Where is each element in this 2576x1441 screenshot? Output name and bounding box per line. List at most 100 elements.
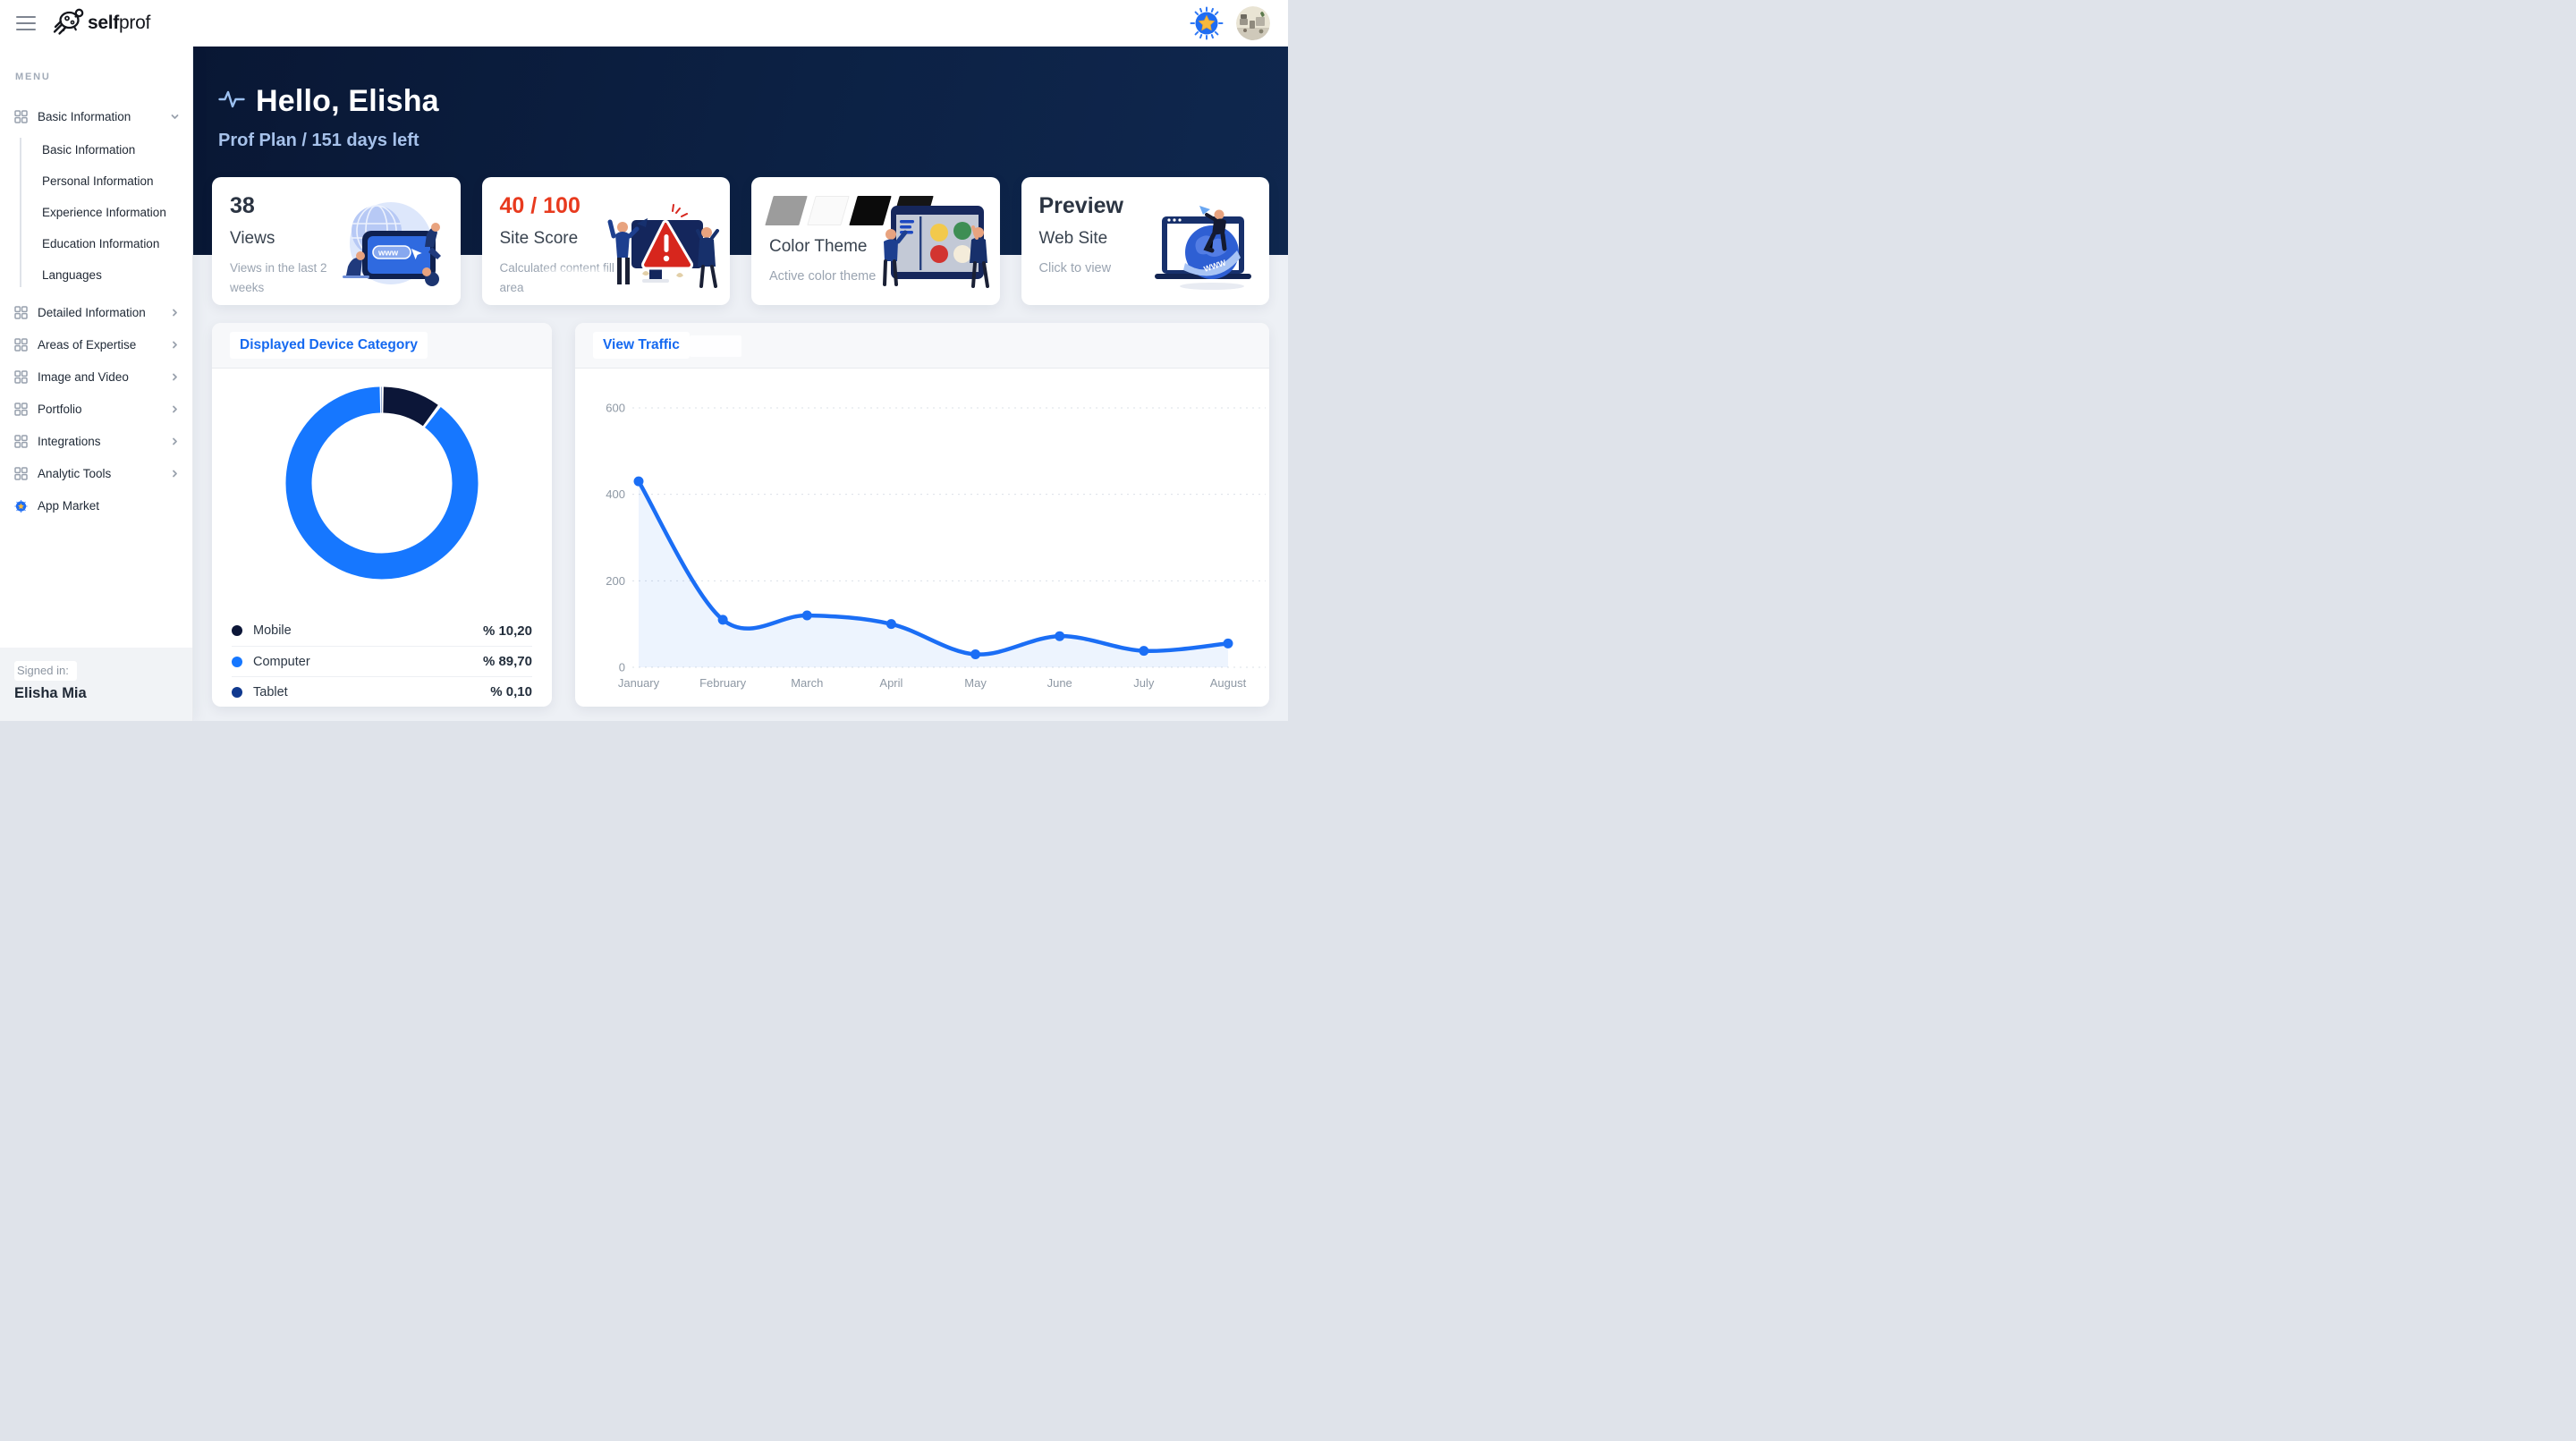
color-theme-card: Color Theme Active color theme	[751, 177, 1000, 305]
grid-icon	[14, 109, 28, 123]
sidebar-subitem-education-information[interactable]: Education Information	[42, 237, 160, 250]
device-category-title: Displayed Device Category	[230, 332, 428, 359]
chevron-right-icon	[170, 340, 180, 350]
sidebar-item-label: Image and Video	[38, 369, 129, 384]
sidebar-item-portfolio[interactable]: Portfolio	[0, 393, 192, 425]
sidebar-item-label: Portfolio	[38, 402, 82, 416]
site-score-title: Site Score	[499, 229, 579, 248]
color-theme-illustration	[860, 197, 996, 297]
user-avatar[interactable]	[1236, 6, 1270, 40]
views-title: Views	[230, 229, 275, 248]
svg-text:www: www	[377, 249, 399, 259]
sidebar-item-basic-information[interactable]: Basic Information	[0, 100, 192, 132]
charts-row: Displayed Device Category Mobile % 10,20…	[212, 323, 1269, 707]
preview-website-card[interactable]: Preview Web Site Click to view WWW	[1021, 177, 1269, 305]
chevron-right-icon	[170, 404, 180, 414]
svg-text:200: 200	[606, 574, 625, 588]
sidebar-subitem-languages[interactable]: Languages	[42, 268, 102, 282]
site-score-card: 40 / 100 Site Score Calculated content f…	[481, 177, 730, 305]
legend-row-computer: Computer % 89,70	[232, 646, 532, 676]
view-traffic-body: 0 200 400 600 January February March April May Ju…	[575, 369, 1269, 707]
grid-icon	[14, 369, 28, 384]
sidebar-item-label: Basic Information	[38, 109, 131, 123]
star-badge-icon	[14, 499, 28, 513]
grid-icon	[14, 305, 28, 319]
computer-dot-icon	[232, 656, 242, 667]
device-category-panel: Displayed Device Category Mobile % 10,20…	[212, 323, 552, 707]
sidebar-subitem-personal-information[interactable]: Personal Information	[42, 174, 154, 188]
sidebar-item-analytic-tools[interactable]: Analytic Tools	[0, 457, 192, 489]
svg-text:June: June	[1047, 676, 1072, 690]
svg-text:February: February	[699, 676, 747, 690]
grid-icon	[14, 337, 28, 352]
smudge-overlay	[540, 270, 611, 286]
pulse-icon	[218, 89, 245, 114]
legend-label: Computer	[253, 654, 310, 669]
sidebar: MENU Basic Information Basic Information…	[0, 47, 193, 721]
views-count: 38	[230, 193, 255, 218]
chevron-right-icon	[170, 469, 180, 479]
signed-in-label: Signed in:	[14, 661, 77, 681]
views-illustration: www	[321, 197, 457, 297]
sidebar-item-integrations[interactable]: Integrations	[0, 425, 192, 457]
legend-label: Mobile	[253, 623, 292, 638]
preview-illustration: WWW	[1130, 197, 1266, 297]
views-subtitle: Views in the last 2 weeks	[230, 261, 327, 294]
smudge-overlay	[1038, 283, 1125, 297]
app-root: selfprof	[0, 0, 1288, 721]
legend-row-mobile: Mobile % 10,20	[232, 615, 532, 646]
sidebar-item-areas-of-expertise[interactable]: Areas of Expertise	[0, 328, 192, 360]
device-category-header: Displayed Device Category	[212, 323, 552, 369]
sidebar-item-label: Areas of Expertise	[38, 337, 137, 352]
signed-in-name: Elisha Mia	[14, 685, 87, 701]
legend-label: Tablet	[253, 684, 288, 699]
preview-hint: Click to view	[1038, 261, 1112, 275]
legend-value: % 89,70	[482, 654, 532, 669]
svg-text:April: April	[879, 676, 902, 690]
view-traffic-title: View Traffic	[593, 332, 741, 359]
svg-text:January: January	[618, 676, 660, 690]
sidebar-item-label: Integrations	[38, 434, 101, 448]
device-category-body: Mobile % 10,20 Computer % 89,70 Tablet %…	[212, 386, 552, 721]
app-logo[interactable]: selfprof	[52, 7, 150, 40]
menu-section-label: MENU	[15, 72, 51, 82]
sidebar-item-app-market[interactable]: App Market	[0, 489, 192, 521]
sidebar-item-label: Detailed Information	[38, 305, 146, 319]
grid-icon	[14, 466, 28, 480]
sidebar-item-image-and-video[interactable]: Image and Video	[0, 360, 192, 393]
logo-text-bold: self	[88, 13, 119, 33]
chevron-down-icon	[170, 112, 180, 122]
logo-text-regular: prof	[119, 13, 150, 33]
sidebar-item-detailed-information[interactable]: Detailed Information	[0, 296, 192, 328]
signed-in-panel: Signed in: Elisha Mia	[0, 648, 192, 721]
site-score-value: 40 / 100	[499, 193, 580, 218]
basic-information-submenu: Basic Information Personal Information E…	[0, 132, 192, 296]
hamburger-menu-icon[interactable]	[16, 16, 36, 30]
view-traffic-line-chart: 0 200 400 600 January February March April May Ju…	[606, 402, 1266, 690]
chevron-right-icon	[170, 308, 180, 318]
color-swatch	[807, 195, 850, 225]
color-swatch	[765, 195, 808, 225]
preview-subtitle: Web Site	[1038, 229, 1108, 248]
device-category-donut-chart	[285, 386, 479, 580]
sidebar-subitem-experience-information[interactable]: Experience Information	[42, 206, 166, 219]
app-market-star-button[interactable]	[1190, 6, 1224, 40]
sidebar-nav: Basic Information Basic Information Pers…	[0, 100, 192, 521]
sidebar-subitem-basic-information[interactable]: Basic Information	[42, 143, 136, 157]
mobile-dot-icon	[232, 625, 242, 636]
legend-value: % 10,20	[482, 623, 532, 639]
main-content: Hello, Elisha Prof Plan / 151 days left …	[193, 47, 1288, 721]
site-score-illustration	[590, 197, 726, 297]
chevron-right-icon	[170, 437, 180, 446]
color-theme-subtitle: Active color theme	[769, 269, 877, 284]
chevron-right-icon	[170, 372, 180, 382]
svg-text:March: March	[791, 676, 823, 690]
legend-value: % 0,10	[490, 684, 532, 699]
turtle-logo-icon	[52, 7, 84, 40]
stat-cards-row: 38 Views Views in the last 2 weeks	[212, 177, 1269, 305]
hero-plan-info: Prof Plan / 151 days left	[218, 131, 419, 150]
submenu-indent-line	[20, 138, 21, 287]
views-card: 38 Views Views in the last 2 weeks	[212, 177, 461, 305]
view-traffic-header: View Traffic	[575, 323, 1269, 369]
svg-text:0: 0	[619, 661, 625, 674]
